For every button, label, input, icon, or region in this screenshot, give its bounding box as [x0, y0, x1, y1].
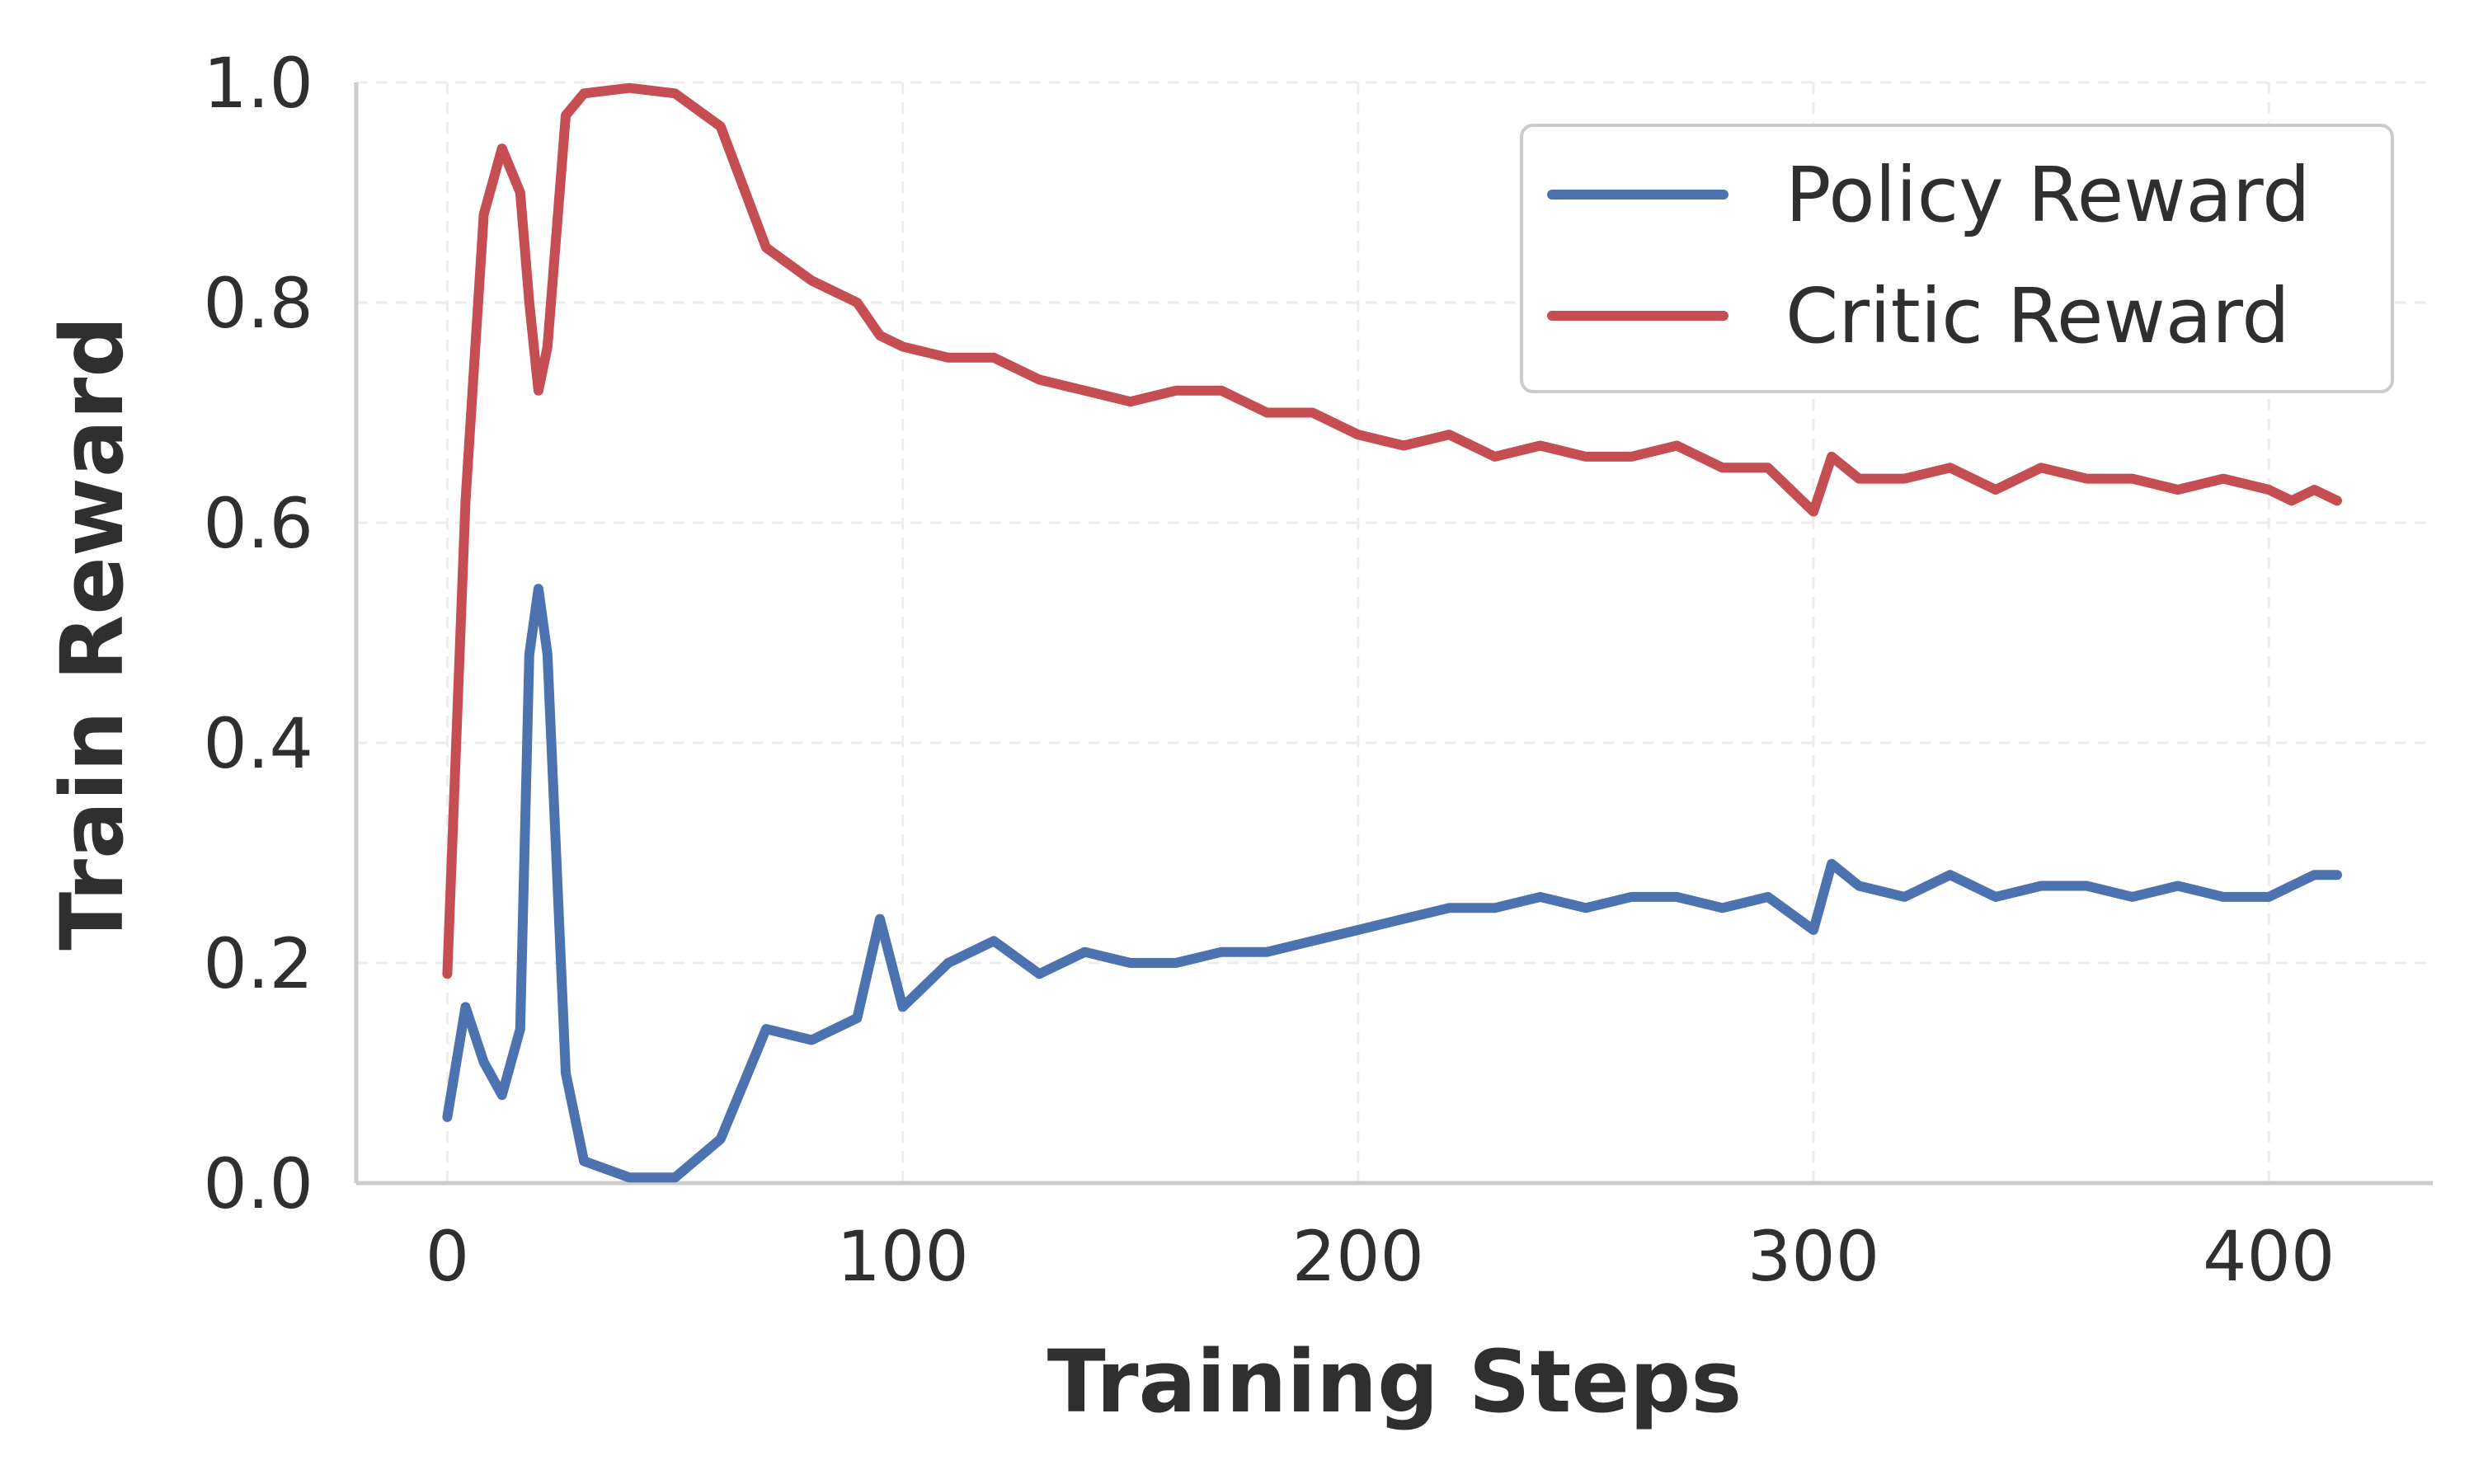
- legend: Policy Reward Critic Reward: [1520, 124, 2394, 393]
- x-tick-label: 100: [836, 1216, 968, 1297]
- y-tick-label: 0.2: [203, 923, 313, 1004]
- x-tick-label: 200: [1292, 1216, 1424, 1297]
- tick-labels: 0.0 0.2 0.4 0.6 0.8 1.0 0 100 200 300 400: [203, 43, 2335, 1297]
- legend-label-policy: Policy Reward: [1785, 151, 2311, 239]
- axes: [354, 82, 2433, 1186]
- x-axis-label: Training Steps: [1047, 1331, 1743, 1432]
- series-line-critic-reward: [442, 82, 2342, 979]
- y-tick-label: 0.6: [203, 483, 313, 564]
- legend-label-critic: Critic Reward: [1785, 272, 2290, 360]
- y-tick-label: 1.0: [203, 43, 313, 124]
- series-lines: [442, 82, 2342, 1183]
- y-axis-label: Train Reward: [42, 316, 143, 951]
- x-tick-label: 300: [1747, 1216, 1879, 1297]
- series-line-policy-reward: [442, 584, 2342, 1183]
- y-tick-label: 0.8: [203, 263, 313, 344]
- x-tick-label: 0: [426, 1216, 469, 1297]
- legend-box: [1520, 124, 2394, 393]
- y-tick-label: 0.4: [203, 703, 313, 784]
- x-tick-label: 400: [2203, 1216, 2335, 1297]
- y-tick-label: 0.0: [203, 1144, 313, 1224]
